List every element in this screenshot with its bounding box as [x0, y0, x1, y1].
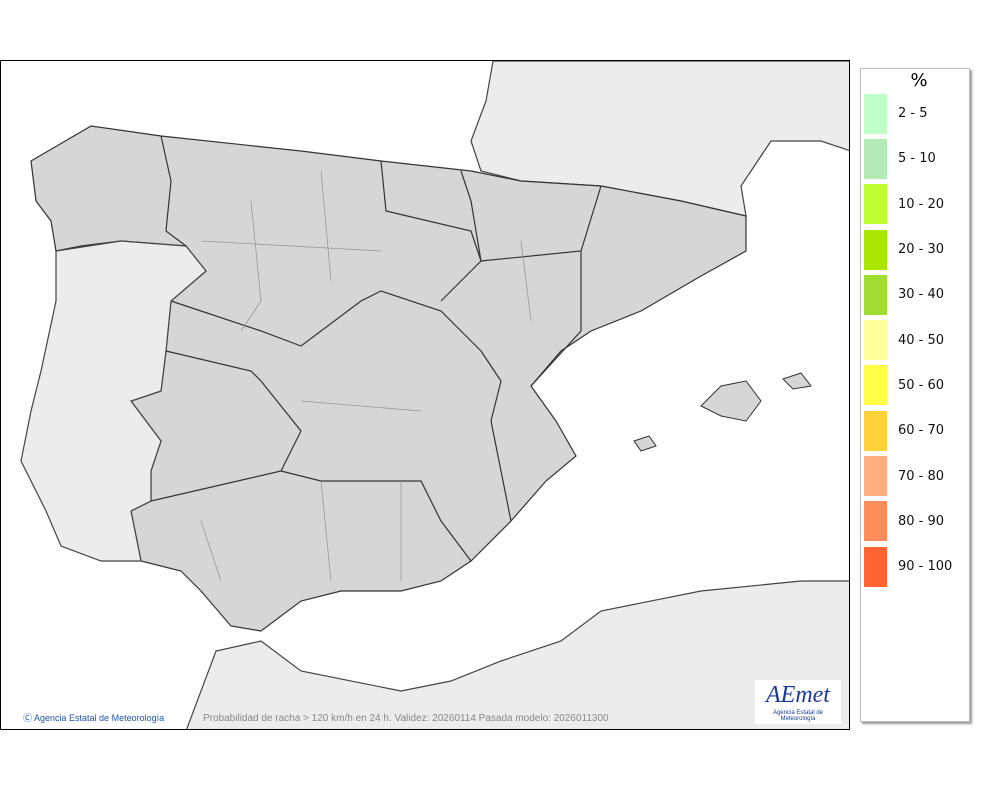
- ibiza: [633, 435, 657, 452]
- legend-label: 10 - 20: [898, 196, 945, 212]
- legend-swatch: [864, 93, 887, 134]
- legend-item: 60 - 70: [861, 408, 969, 453]
- province-borders: [200, 170, 532, 582]
- legend-label: 70 - 80: [898, 468, 945, 484]
- legend-swatch: [864, 184, 887, 225]
- legend-item: 90 - 100: [861, 544, 969, 589]
- legend-label: 50 - 60: [898, 377, 945, 393]
- map-graphic: [20, 61, 849, 729]
- legend-label: 40 - 50: [898, 332, 945, 348]
- africa-land: [186, 580, 849, 729]
- copyright-credit: Ⓒ Agencia Estatal de Meteorología: [23, 713, 165, 723]
- legend-item: 2 - 5: [861, 91, 969, 136]
- legend-swatch: [864, 320, 887, 361]
- legend-swatch: [864, 501, 887, 542]
- legend-item: 20 - 30: [861, 227, 969, 272]
- legend-item: 80 - 90: [861, 499, 969, 544]
- legend-label: 60 - 70: [898, 423, 945, 439]
- legend-label: 30 - 40: [898, 287, 945, 303]
- legend-item: 10 - 20: [861, 182, 969, 227]
- legend-swatch: [864, 229, 887, 270]
- legend-swatch: [864, 410, 887, 451]
- legend: % 2 - 5 5 - 10 10 - 20 20 - 30 30 - 40 40 - 5…: [860, 68, 970, 722]
- legend-swatch: [864, 546, 887, 587]
- legend-title: %: [910, 70, 928, 91]
- legend-swatch: [864, 138, 887, 179]
- legend-item: 40 - 50: [861, 317, 969, 362]
- legend-swatch: [864, 274, 887, 315]
- legend-label: 80 - 90: [898, 513, 945, 529]
- region-borders: [150, 135, 602, 562]
- legend-item: 30 - 40: [861, 272, 969, 317]
- legend-swatch: [864, 456, 887, 497]
- legend-swatch: [864, 365, 887, 406]
- legend-label: 5 - 10: [898, 151, 936, 167]
- map-caption: Probabilidad de racha > 120 km/h en 24 h…: [203, 713, 609, 724]
- legend-label: 90 - 100: [898, 559, 953, 575]
- mallorca: [700, 380, 762, 422]
- credit-text: Agencia Estatal de Meteorología: [34, 713, 165, 723]
- legend-label: 20 - 30: [898, 242, 945, 258]
- legend-item: 70 - 80: [861, 453, 969, 498]
- forecast-map: Ⓒ Agencia Estatal de Meteorología Probab…: [0, 60, 850, 730]
- menorca: [782, 372, 812, 390]
- aemet-logo: AEmet Agencia Estatal de Meteorología: [755, 680, 841, 724]
- legend-item: 50 - 60: [861, 363, 969, 408]
- legend-item: 5 - 10: [861, 136, 969, 181]
- legend-label: 2 - 5: [898, 106, 928, 122]
